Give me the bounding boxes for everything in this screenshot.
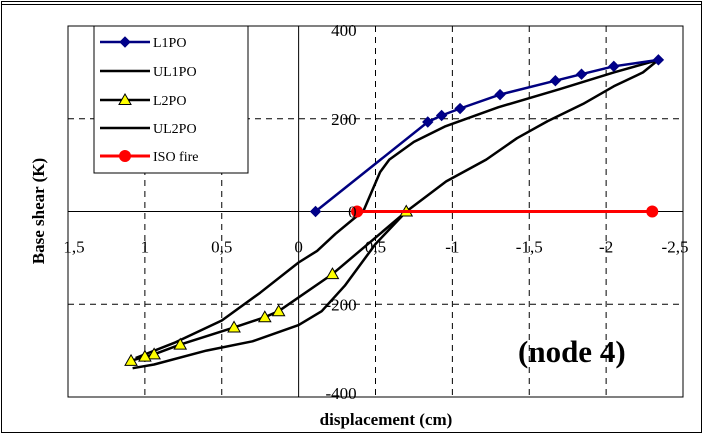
data-point [549,75,562,87]
data-point [608,60,620,73]
legend-label: UL2PO [153,122,197,137]
data-point [422,116,434,128]
data-point [173,337,188,350]
x-tick-label: 1,5 [63,238,84,257]
x-tick-label: -1,5 [516,238,543,257]
legend-marker [118,92,132,105]
data-point [454,102,466,115]
y-tick-labels: 400 200 0 -200 -400 [325,21,356,403]
x-tick-label: -1 [445,238,459,257]
series-iso-fire [351,205,659,218]
x-tick-labels: 1,5 1 0,5 0 0,5 -1 -1,5 -2 -2,5 [63,238,688,257]
legend-label: L1PO [153,36,186,51]
legend: L1PO UL1PO L2PO UL2PO ISO fire [93,25,249,174]
data-point [435,109,448,122]
node-annotation: (node 4) [518,334,626,369]
data-point [227,320,241,333]
series-l2po [124,204,414,366]
data-point [138,349,152,362]
legend-label: UL1PO [153,65,197,80]
y-axis-title: Base shear (K) [29,158,48,264]
legend-marker [119,150,131,162]
y-tick-label: 0 [348,203,357,222]
data-point [652,54,665,66]
series-ul1po [132,58,660,370]
data-point [646,205,659,218]
x-tick-label: 1 [141,238,150,257]
series-line [132,58,660,370]
top-border-line [1,4,702,5]
data-point [494,88,506,101]
x-tick-label: -2 [599,238,613,257]
x-tick-label: 0,5 [211,238,232,257]
x-tick-label: 0 [294,238,303,257]
x-tick-label: -2,5 [662,238,689,257]
legend-label: ISO fire [153,150,199,165]
y-tick-label: 400 [331,21,357,40]
legend-marker [119,36,131,48]
x-axis-title: displacement (cm) [320,410,453,429]
y-tick-label: -400 [325,384,356,403]
data-point [309,205,322,218]
y-tick-label: 200 [331,110,357,129]
data-point [271,304,286,317]
x-tick-label: 0,5 [365,238,386,257]
legend-label: L2PO [153,94,186,109]
data-point [124,353,138,366]
data-point [147,347,161,360]
data-point [257,310,272,323]
data-point [575,68,588,80]
series-l1po [309,54,665,218]
data-point [325,267,340,280]
data-point [351,205,364,218]
series-group [124,54,665,370]
y-tick-label: -200 [325,295,356,314]
